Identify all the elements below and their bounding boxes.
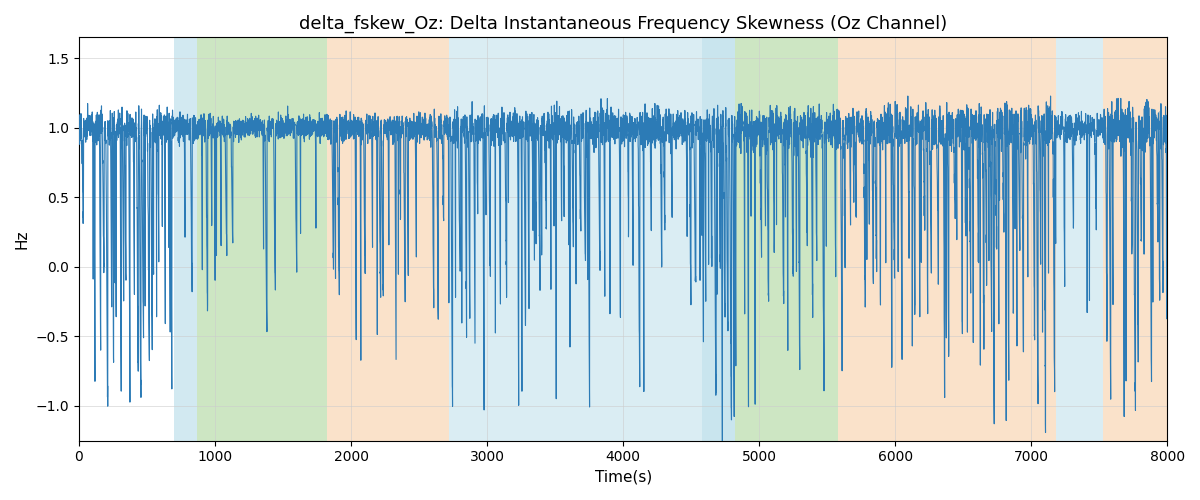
Bar: [1056, 38, 1104, 440]
Bar: [326, 38, 449, 440]
Bar: [702, 38, 734, 440]
Bar: [174, 38, 197, 440]
X-axis label: Time(s): Time(s): [594, 470, 652, 485]
Title: delta_fskew_Oz: Delta Instantaneous Frequency Skewness (Oz Channel): delta_fskew_Oz: Delta Instantaneous Freq…: [299, 15, 947, 34]
Bar: [197, 38, 326, 440]
Y-axis label: Hz: Hz: [14, 230, 30, 249]
Bar: [449, 38, 702, 440]
Bar: [734, 38, 838, 440]
Bar: [838, 38, 1056, 440]
Bar: [1104, 38, 1168, 440]
